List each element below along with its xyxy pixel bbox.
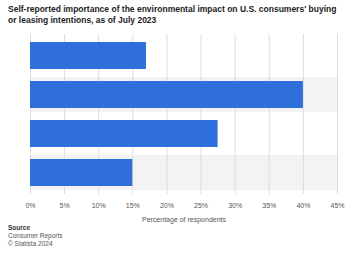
html-text:© Statista 2024: © Statista 2024 [8,240,53,247]
html-text:Self-reported importance of th: Self-reported importance of the environm… [8,4,337,25]
svg-text:Percentage of respondents: Percentage of respondents [142,216,227,224]
svg-text:20%: 20% [160,202,174,209]
svg-text:45%: 45% [330,202,344,209]
svg-text:10%: 10% [92,202,106,209]
svg-text:0%: 0% [25,202,35,209]
html-text:Source: Source [8,224,30,231]
svg-text:15%: 15% [126,202,140,209]
svg-text:30%: 30% [228,202,242,209]
svg-text:40%: 40% [296,202,310,209]
html-text:Consumer Reports: Consumer Reports [8,232,63,239]
svg-text:35%: 35% [262,202,276,209]
svg-text:5%: 5% [60,202,70,209]
svg-text:25%: 25% [194,202,208,209]
